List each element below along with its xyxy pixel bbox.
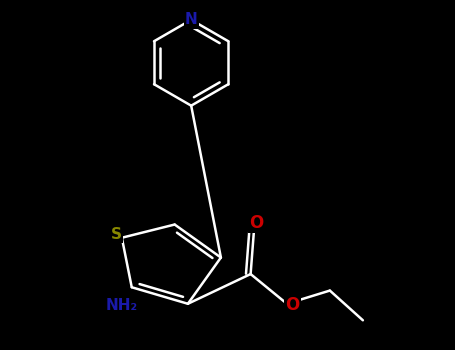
Text: NH₂: NH₂ <box>106 298 138 313</box>
Text: O: O <box>285 296 299 314</box>
Text: S: S <box>111 227 122 242</box>
Text: O: O <box>249 214 264 232</box>
Text: N: N <box>185 12 197 27</box>
